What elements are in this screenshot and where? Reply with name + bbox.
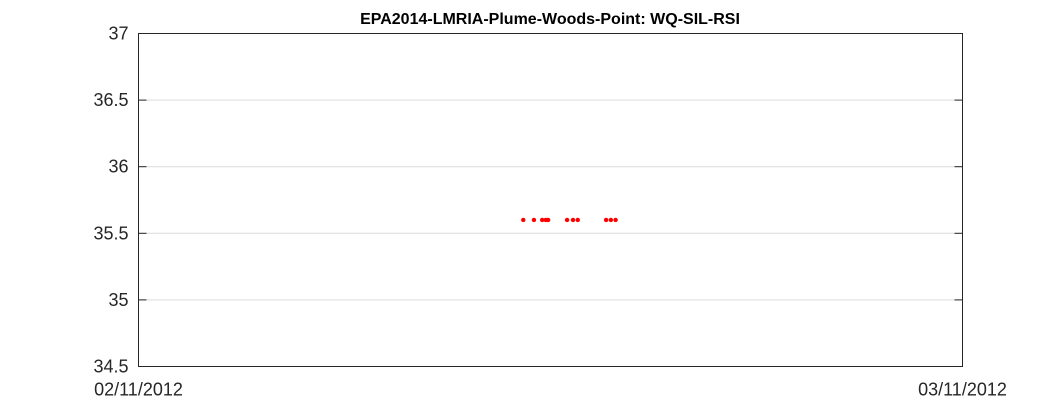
y-tick-label: 37 bbox=[108, 24, 128, 44]
y-tick-label: 36 bbox=[108, 157, 128, 177]
data-point bbox=[521, 217, 526, 223]
chart-title: EPA2014-LMRIA-Plume-Woods-Point: WQ-SIL-… bbox=[360, 11, 740, 28]
data-point bbox=[540, 217, 545, 223]
data-points bbox=[521, 217, 618, 223]
grid-layer bbox=[138, 99, 963, 301]
y-tick-label: 34.5 bbox=[93, 357, 128, 377]
data-point bbox=[608, 217, 614, 223]
ticks-layer: 34.5 35 35.5 36 36.5 37 02/11/2012 03/11/2012 bbox=[93, 24, 1006, 400]
data-point bbox=[531, 217, 537, 223]
data-point bbox=[545, 217, 551, 223]
y-tick-label: 35 bbox=[108, 290, 128, 310]
y-tick-label: 35.5 bbox=[93, 223, 128, 243]
data-point bbox=[603, 217, 609, 223]
x-tick-label: 02/11/2012 bbox=[94, 380, 183, 400]
y-tick-label: 36.5 bbox=[93, 90, 128, 110]
data-point bbox=[613, 217, 618, 223]
data-point bbox=[564, 217, 570, 223]
x-tick-label: 03/11/2012 bbox=[918, 380, 1007, 400]
plot-frame bbox=[138, 33, 963, 367]
data-point bbox=[575, 217, 580, 223]
data-point bbox=[570, 217, 576, 223]
